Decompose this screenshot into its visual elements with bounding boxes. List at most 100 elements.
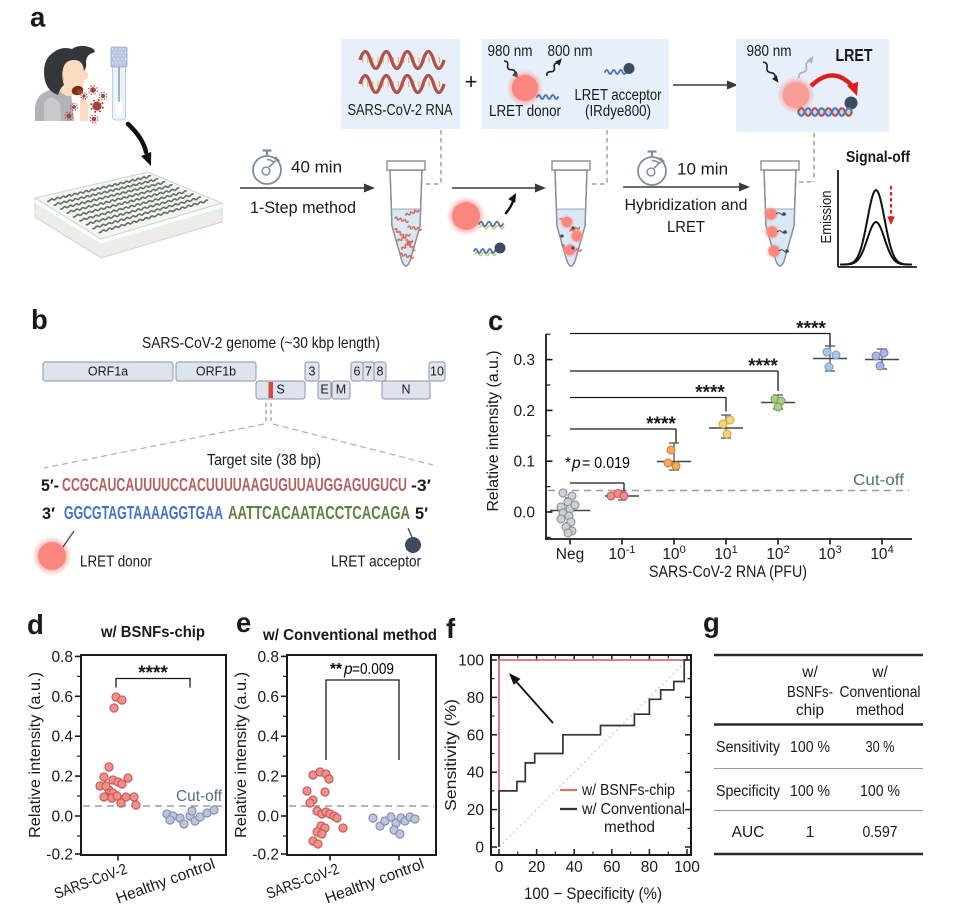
- svg-text:8: 8: [377, 365, 384, 379]
- svg-text:Hybridization and: Hybridization and: [625, 197, 748, 214]
- svg-text:LRET acceptor: LRET acceptor: [331, 554, 421, 571]
- svg-text:10 min: 10 min: [677, 160, 728, 179]
- svg-text:Sensitivity: Sensitivity: [716, 739, 780, 756]
- svg-text:-0.2: -0.2: [46, 847, 73, 864]
- svg-text:100 − Specificity (%): 100 − Specificity (%): [524, 885, 662, 903]
- svg-text:60: 60: [603, 859, 621, 876]
- svg-text:p: p: [571, 455, 581, 472]
- svg-text:E: E: [320, 383, 328, 397]
- svg-text:40: 40: [566, 859, 584, 876]
- svg-text:N: N: [401, 383, 410, 397]
- svg-text:100 %: 100 %: [790, 783, 830, 800]
- svg-text:980 nm: 980 nm: [488, 43, 533, 60]
- svg-text:0.4: 0.4: [51, 729, 73, 746]
- svg-text:S: S: [276, 383, 284, 397]
- svg-text:Cut-off: Cut-off: [176, 788, 223, 805]
- svg-text:Relative intensity (a.u.): Relative intensity (a.u.): [233, 672, 250, 838]
- svg-text:0.2: 0.2: [257, 769, 279, 786]
- svg-text:+: +: [465, 69, 478, 94]
- svg-text:80: 80: [641, 859, 659, 876]
- svg-text:**: **: [330, 661, 343, 678]
- svg-text:CCGCAUCAUUUUCCACUUUUAAGUGUUAUG: CCGCAUCAUUUUCCACUUUUAAGUGUUAUGGAGUGUCU: [62, 474, 407, 495]
- svg-text:0.6: 0.6: [257, 689, 279, 706]
- svg-text:20: 20: [528, 859, 546, 876]
- svg-text:10-1: 10-1: [608, 544, 635, 563]
- svg-text:Cut-off: Cut-off: [853, 472, 905, 489]
- svg-text:SARS-CoV-2 RNA: SARS-CoV-2 RNA: [348, 102, 454, 119]
- svg-text:7: 7: [365, 365, 372, 379]
- svg-text:3: 3: [309, 365, 316, 379]
- svg-text:ORF1b: ORF1b: [196, 365, 236, 379]
- svg-text:(IRdye800): (IRdye800): [585, 103, 651, 120]
- svg-text:****: ****: [748, 356, 778, 377]
- svg-text:****: ****: [796, 319, 826, 340]
- svg-text:5′-: 5′-: [41, 477, 59, 495]
- svg-text:w/: w/: [871, 664, 888, 681]
- svg-text:Specificity: Specificity: [716, 783, 780, 800]
- svg-text:0: 0: [475, 840, 484, 857]
- svg-text:0.8: 0.8: [51, 649, 73, 666]
- svg-text:Neg: Neg: [556, 546, 584, 563]
- svg-text:w/ Conventional: w/ Conventional: [581, 801, 685, 818]
- svg-text:0.3: 0.3: [513, 352, 535, 369]
- svg-text:980 nm: 980 nm: [747, 43, 792, 60]
- svg-text:100 %: 100 %: [790, 739, 830, 756]
- svg-text:M: M: [336, 383, 346, 397]
- svg-text:10: 10: [430, 365, 444, 379]
- svg-text:101: 101: [714, 544, 737, 563]
- svg-text:Healthy control: Healthy control: [114, 856, 218, 908]
- svg-text:0.4: 0.4: [257, 729, 279, 746]
- svg-text:c: c: [488, 305, 503, 336]
- svg-text:40: 40: [467, 765, 485, 782]
- svg-text:w/ BSNFs-chip: w/ BSNFs-chip: [100, 624, 205, 641]
- svg-text:5′: 5′: [415, 505, 428, 523]
- svg-text:-3′: -3′: [411, 477, 431, 495]
- svg-text:102: 102: [766, 544, 789, 563]
- svg-text:Conventional: Conventional: [840, 684, 921, 701]
- svg-text:6: 6: [354, 365, 361, 379]
- svg-text:d: d: [27, 609, 44, 640]
- svg-text:ORF1a: ORF1a: [88, 365, 128, 379]
- svg-text:1: 1: [806, 824, 815, 841]
- svg-text:chip: chip: [796, 702, 824, 719]
- svg-text:100: 100: [458, 653, 484, 670]
- svg-text:100: 100: [662, 544, 685, 563]
- svg-text:Healthy control: Healthy control: [323, 856, 427, 908]
- svg-text:Relative intensity (a.u.): Relative intensity (a.u.): [27, 672, 44, 838]
- svg-text:LRET: LRET: [836, 45, 873, 65]
- svg-text:b: b: [31, 304, 48, 335]
- svg-text:AATTCACAATACCTCACAGA: AATTCACAATACCTCACAGA: [228, 502, 410, 523]
- svg-text:method: method: [604, 819, 655, 836]
- svg-text:LRET donor: LRET donor: [80, 554, 152, 571]
- svg-text:20: 20: [467, 802, 485, 819]
- svg-text:LRET: LRET: [667, 219, 705, 236]
- svg-text:g: g: [703, 607, 720, 638]
- svg-text:800 nm: 800 nm: [548, 43, 593, 60]
- svg-text:Sensitivity (%): Sensitivity (%): [443, 699, 460, 811]
- svg-text:LRET donor: LRET donor: [489, 103, 561, 120]
- svg-text:0.1: 0.1: [513, 454, 535, 471]
- svg-text:e: e: [236, 607, 251, 638]
- svg-text:BSNFs-: BSNFs-: [787, 684, 833, 701]
- svg-text:=0.009: =0.009: [352, 661, 394, 678]
- svg-text:0.6: 0.6: [51, 689, 73, 706]
- svg-text:p: p: [343, 661, 353, 678]
- svg-text:0.2: 0.2: [513, 403, 535, 420]
- svg-text:0: 0: [495, 859, 504, 876]
- svg-text:****: ****: [695, 383, 725, 404]
- svg-text:80: 80: [467, 690, 485, 707]
- svg-text:f: f: [446, 613, 456, 644]
- svg-text:*: *: [565, 455, 571, 472]
- svg-text:LRET acceptor: LRET acceptor: [575, 87, 662, 104]
- svg-text:****: ****: [646, 414, 676, 435]
- svg-text:1-Step method: 1-Step method: [250, 198, 356, 217]
- svg-text:AUC: AUC: [732, 824, 765, 841]
- svg-text:w/: w/: [801, 664, 818, 681]
- svg-text:Signal-off: Signal-off: [846, 149, 911, 166]
- svg-text:w/ Conventional method: w/ Conventional method: [262, 627, 437, 644]
- svg-text:a: a: [30, 2, 46, 33]
- svg-text:60: 60: [467, 727, 485, 744]
- svg-text:3′: 3′: [42, 505, 55, 523]
- svg-text:SARS-CoV-2 genome (~30 kbp len: SARS-CoV-2 genome (~30 kbp length): [142, 335, 380, 352]
- svg-text:SARS-CoV-2 RNA (PFU): SARS-CoV-2 RNA (PFU): [649, 563, 807, 581]
